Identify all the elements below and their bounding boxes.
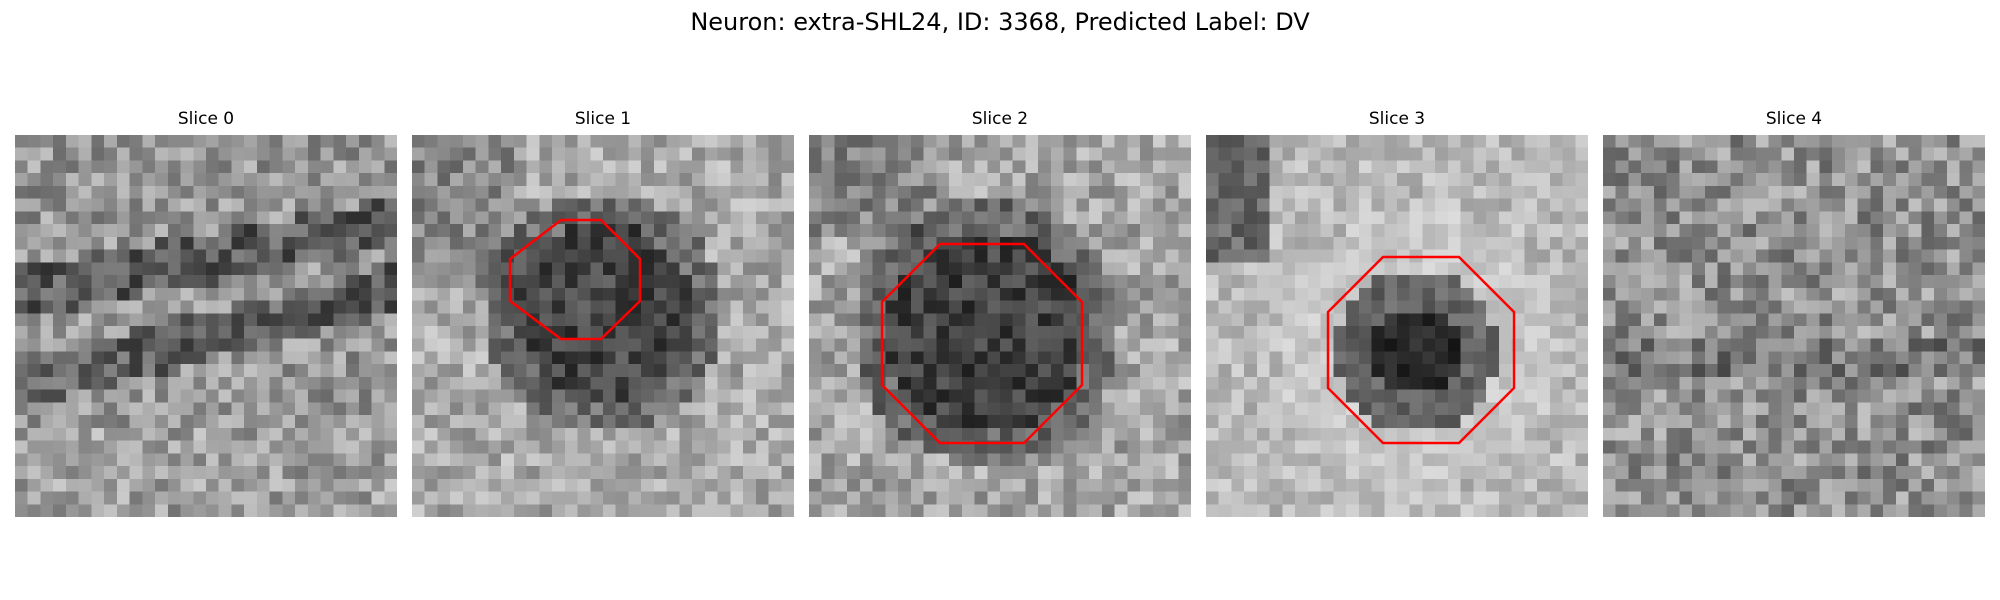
slice-2-image	[809, 135, 1191, 517]
slice-3-roi-overlay	[1326, 255, 1516, 445]
slice-1-roi-overlay	[508, 218, 642, 341]
slice-4-image	[1603, 135, 1985, 517]
slice-2-roi-overlay	[880, 242, 1084, 445]
slice-2-panel	[809, 135, 1191, 517]
slice-3-image	[1206, 135, 1588, 517]
slice-2-roi-octagon	[880, 242, 1084, 445]
slice-1-panel	[412, 135, 794, 517]
slice-1-image	[412, 135, 794, 517]
slice-3-panel	[1206, 135, 1588, 517]
panel-title-slice-1: Slice 1	[574, 109, 632, 129]
panel-title-slice-4: Slice 4	[1765, 109, 1823, 129]
slice-1-roi-octagon	[508, 218, 642, 341]
slice-0-image	[15, 135, 397, 517]
slice-0-panel	[15, 135, 397, 517]
panel-title-slice-0: Slice 0	[177, 109, 235, 129]
figure-title: Neuron: extra-SHL24, ID: 3368, Predicted…	[690, 8, 1310, 36]
slice-3-roi-octagon	[1326, 255, 1516, 445]
panel-title-slice-3: Slice 3	[1368, 109, 1426, 129]
slice-4-panel	[1603, 135, 1985, 517]
panel-title-slice-2: Slice 2	[971, 109, 1029, 129]
